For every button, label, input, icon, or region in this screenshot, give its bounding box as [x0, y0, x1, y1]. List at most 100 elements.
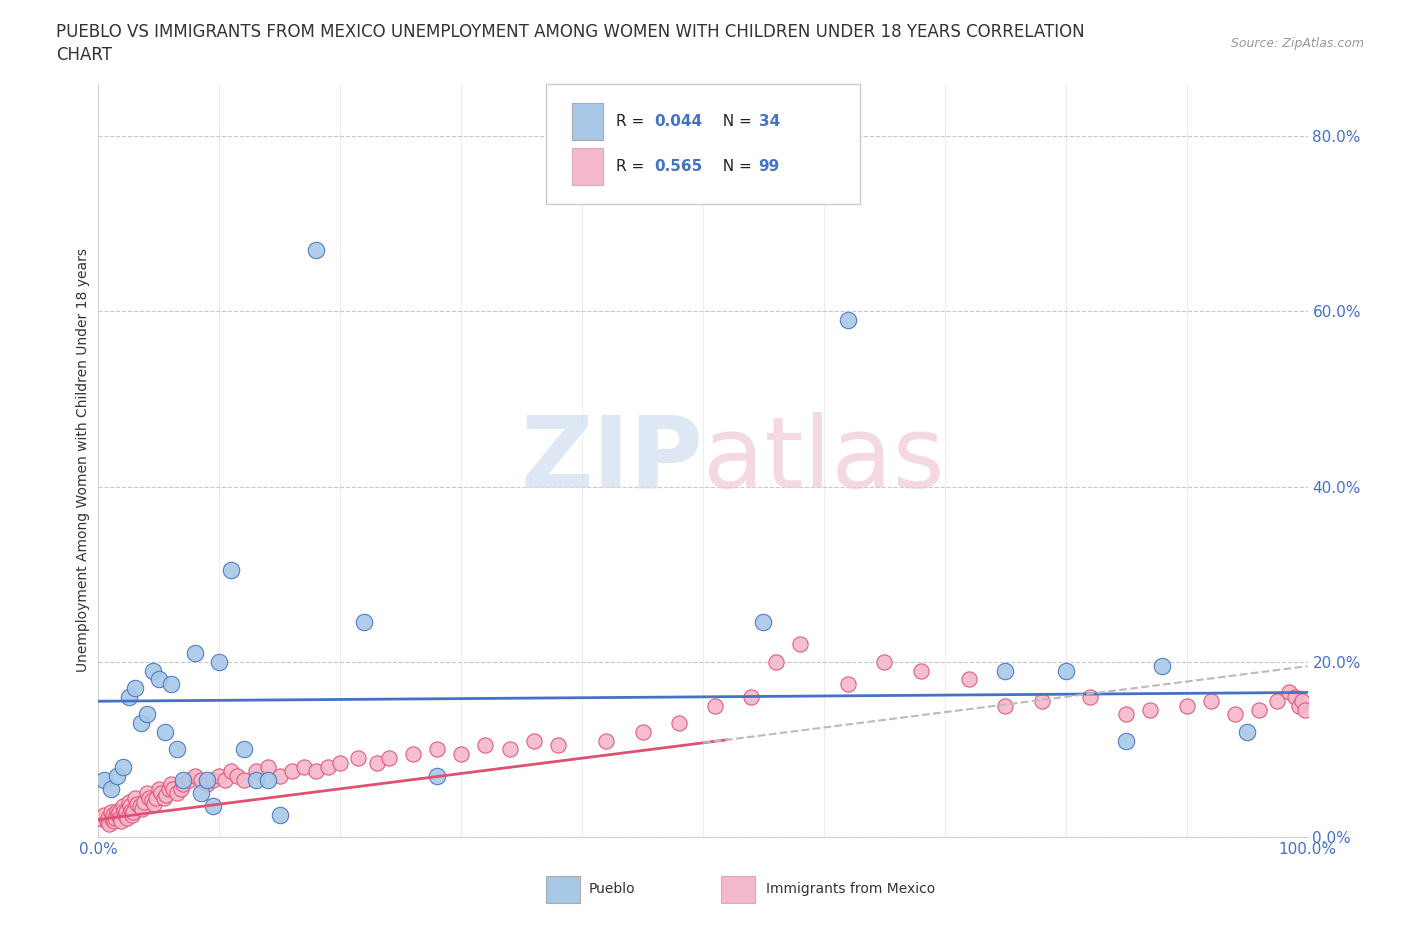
Point [148, 781, 170, 796]
Point [103, 814, 125, 829]
Point [1115, 707, 1137, 722]
Point [153, 724, 176, 739]
Point [122, 805, 145, 820]
Text: 34: 34 [759, 113, 780, 129]
Point [120, 804, 142, 818]
Point [195, 773, 218, 788]
Point [135, 786, 157, 801]
Point [135, 707, 157, 722]
Point [108, 805, 131, 820]
Point [1139, 702, 1161, 717]
Text: 0.565: 0.565 [655, 159, 703, 174]
Point [1294, 702, 1316, 717]
Point [523, 733, 546, 748]
Point [142, 663, 165, 678]
Point [157, 781, 180, 796]
Point [474, 737, 496, 752]
Point [91, 812, 114, 827]
Point [1199, 694, 1222, 709]
Point [96, 814, 118, 829]
Point [426, 768, 449, 783]
Point [101, 807, 124, 822]
Text: 99: 99 [759, 159, 780, 174]
Point [232, 742, 254, 757]
Point [214, 773, 236, 788]
Point [124, 681, 146, 696]
FancyBboxPatch shape [572, 102, 603, 140]
Text: Pueblo: Pueblo [588, 882, 634, 896]
Text: N =: N = [713, 113, 756, 129]
Point [129, 716, 152, 731]
Point [1249, 702, 1271, 717]
Point [245, 764, 267, 778]
Point [143, 796, 166, 811]
Text: Immigrants from Mexico: Immigrants from Mexico [766, 882, 935, 896]
Point [141, 792, 163, 807]
Text: ZIP: ZIP [520, 412, 703, 509]
Point [172, 773, 194, 788]
Point [117, 810, 139, 825]
Text: atlas: atlas [703, 412, 945, 509]
Point [100, 781, 122, 796]
Point [256, 760, 278, 775]
Point [127, 796, 149, 811]
Point [190, 773, 212, 788]
Point [93, 807, 115, 822]
Point [169, 781, 191, 796]
Text: 0.044: 0.044 [655, 113, 703, 129]
Text: Source: ZipAtlas.com: Source: ZipAtlas.com [1230, 37, 1364, 50]
Point [256, 773, 278, 788]
Point [226, 768, 249, 783]
Text: CHART: CHART [56, 46, 112, 64]
FancyBboxPatch shape [721, 876, 755, 902]
Point [1031, 694, 1053, 709]
Point [131, 802, 153, 817]
Point [402, 747, 425, 762]
Point [162, 781, 184, 796]
Point [232, 773, 254, 788]
Point [1054, 663, 1077, 678]
Point [118, 689, 141, 704]
Point [1267, 694, 1289, 709]
Point [305, 243, 328, 258]
Point [994, 698, 1017, 713]
Point [366, 755, 388, 770]
Point [910, 663, 932, 678]
Point [1236, 724, 1258, 739]
Point [245, 773, 267, 788]
Point [166, 742, 188, 757]
Point [1223, 707, 1246, 722]
Point [114, 807, 136, 822]
Point [994, 663, 1017, 678]
Point [152, 790, 174, 805]
Point [329, 755, 352, 770]
Point [221, 764, 243, 778]
Point [145, 790, 167, 805]
Point [160, 676, 183, 691]
Point [134, 794, 156, 809]
Point [104, 810, 127, 825]
Point [93, 773, 115, 788]
Point [148, 671, 170, 686]
Point [150, 786, 173, 801]
Point [184, 645, 207, 660]
Point [179, 773, 201, 788]
Point [305, 764, 328, 778]
Point [765, 655, 787, 670]
Point [789, 637, 811, 652]
Point [128, 799, 150, 814]
Point [208, 768, 231, 783]
Point [1288, 698, 1310, 713]
Point [1278, 685, 1301, 700]
Text: PUEBLO VS IMMIGRANTS FROM MEXICO UNEMPLOYMENT AMONG WOMEN WITH CHILDREN UNDER 18: PUEBLO VS IMMIGRANTS FROM MEXICO UNEMPLO… [56, 23, 1085, 41]
Point [111, 799, 134, 814]
Point [195, 777, 218, 791]
Point [704, 698, 727, 713]
Point [108, 810, 131, 825]
Point [1175, 698, 1198, 713]
Text: R =: R = [616, 113, 650, 129]
FancyBboxPatch shape [572, 148, 603, 185]
Point [208, 655, 231, 670]
Point [316, 760, 339, 775]
Point [111, 760, 134, 775]
